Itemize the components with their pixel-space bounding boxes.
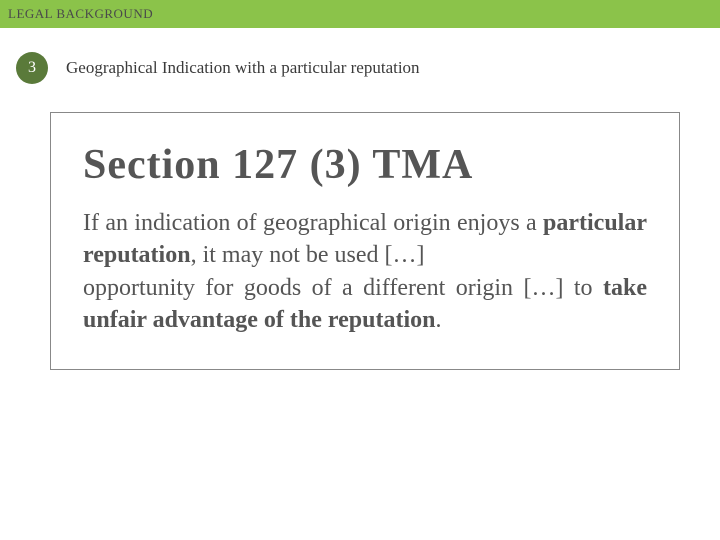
badge-number: 3 [28, 59, 36, 77]
section-row: 3 Geographical Indication with a particu… [16, 52, 720, 84]
header-title: LEGAL BACKGROUND [8, 6, 153, 22]
para2-post: . [435, 307, 441, 333]
para1-post: , it may not be used […] [191, 242, 425, 268]
content-body: If an indication of geographical origin … [83, 207, 647, 337]
content-box: Section 127 (3) TMA If an indication of … [50, 112, 680, 370]
para1-pre: If an indication of geographical origin … [83, 210, 543, 236]
header-bar: LEGAL BACKGROUND [0, 0, 720, 28]
content-heading: Section 127 (3) TMA [83, 141, 647, 189]
section-number-badge: 3 [16, 52, 48, 84]
section-subtitle: Geographical Indication with a particula… [66, 58, 420, 78]
para2-pre: opportunity for goods of a different ori… [83, 275, 603, 301]
